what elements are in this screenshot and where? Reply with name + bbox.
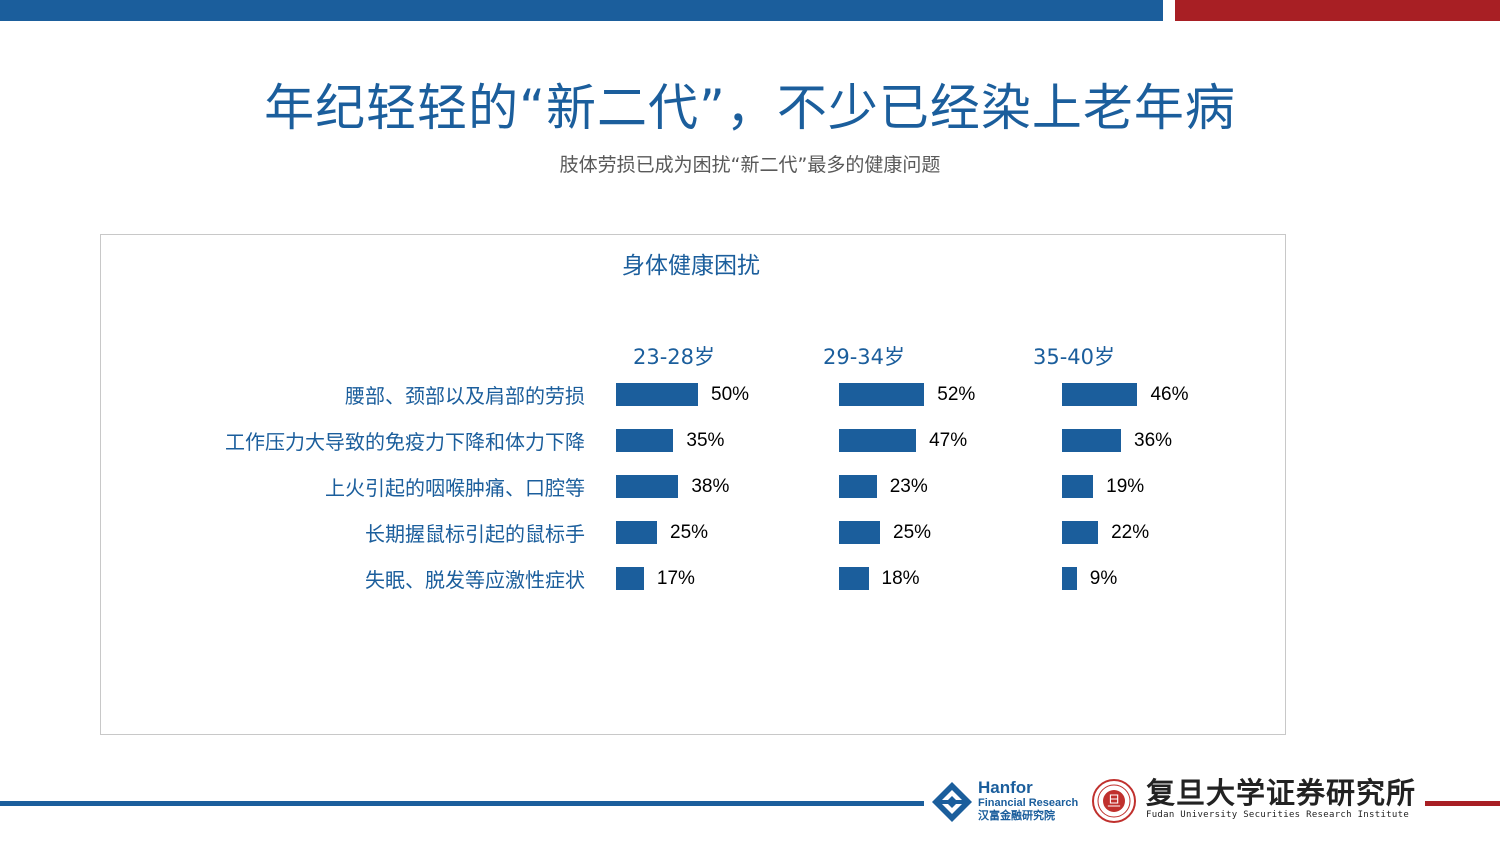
bar xyxy=(616,383,698,406)
data-label: 47% xyxy=(929,430,968,451)
bar xyxy=(616,429,674,452)
top-accent-bar-red xyxy=(1175,0,1500,21)
data-label: 38% xyxy=(691,476,730,497)
bottom-rule-blue xyxy=(0,801,924,806)
bar xyxy=(839,475,877,498)
bar xyxy=(616,567,644,590)
data-label: 46% xyxy=(1150,384,1189,405)
hanfor-sub: Financial Research xyxy=(978,797,1079,809)
chart-frame xyxy=(100,234,1286,735)
data-label: 17% xyxy=(656,568,695,589)
data-label: 25% xyxy=(893,522,932,543)
bar xyxy=(839,567,869,590)
bar xyxy=(1062,567,1077,590)
bar xyxy=(616,521,657,544)
fudan-wordmark: 复旦大学证券研究所 Fudan University Securities Re… xyxy=(1146,776,1416,820)
page-title: 年纪轻轻的“新二代”，不少已经染上老年病 xyxy=(264,79,1236,137)
bottom-rule-red xyxy=(1425,801,1500,806)
bar xyxy=(839,521,880,544)
bar xyxy=(1062,383,1138,406)
data-label: 50% xyxy=(711,384,750,405)
hanfor-logo-icon xyxy=(932,782,972,822)
bar xyxy=(616,475,679,498)
hanfor-name: Hanfor xyxy=(978,778,1033,797)
chart-title: 身体健康困扰 xyxy=(622,253,760,279)
category-label: 工作压力大导致的免疫力下降和体力下降 xyxy=(225,430,585,454)
hanfor-wordmark: Hanfor Financial Research 汉富金融研究院 xyxy=(978,779,1078,823)
data-label: 52% xyxy=(937,384,976,405)
fudan-seal-text: 旦 xyxy=(1107,794,1121,810)
fudan-seal-icon: 旦 xyxy=(1092,779,1136,823)
category-label: 失眠、脱发等应激性症状 xyxy=(365,568,585,592)
series-label-3: 35-40岁 xyxy=(1033,345,1116,369)
category-label: 上火引起的咽喉肿痛、口腔等 xyxy=(325,476,585,500)
bar xyxy=(1062,475,1094,498)
data-label: 23% xyxy=(889,476,928,497)
hanfor-cn: 汉富金融研究院 xyxy=(978,810,1055,822)
bar xyxy=(839,383,925,406)
data-label: 22% xyxy=(1111,522,1150,543)
data-label: 25% xyxy=(670,522,709,543)
page-subtitle: 肢体劳损已成为困扰“新二代”最多的健康问题 xyxy=(559,154,941,176)
category-label: 腰部、颈部以及肩部的劳损 xyxy=(345,384,585,408)
bar xyxy=(1062,429,1122,452)
series-label-2: 29-34岁 xyxy=(823,345,906,369)
bar xyxy=(839,429,917,452)
bar xyxy=(1062,521,1099,544)
top-accent-bar-blue xyxy=(0,0,1163,21)
data-label: 9% xyxy=(1089,568,1118,589)
series-label-1: 23-28岁 xyxy=(633,345,716,369)
data-label: 19% xyxy=(1106,476,1145,497)
data-label: 35% xyxy=(686,430,725,451)
fudan-en: Fudan University Securities Research Ins… xyxy=(1146,810,1410,820)
fudan-cn: 复旦大学证券研究所 xyxy=(1146,776,1417,810)
data-label: 36% xyxy=(1134,430,1173,451)
data-label: 18% xyxy=(881,568,920,589)
category-label: 长期握鼠标引起的鼠标手 xyxy=(365,522,585,546)
